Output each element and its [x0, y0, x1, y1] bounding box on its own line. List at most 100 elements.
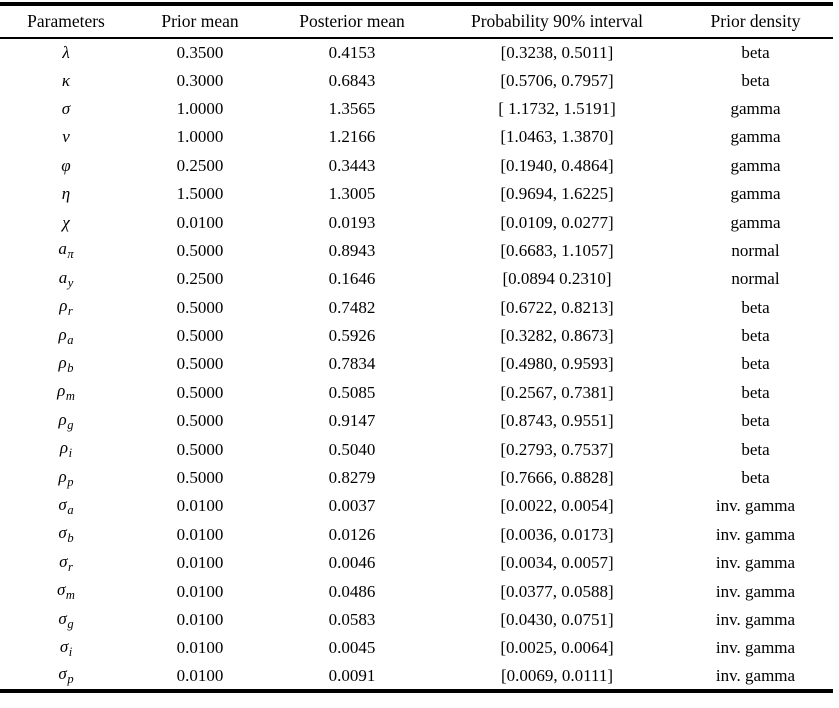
- prior-mean-cell: 0.3500: [176, 42, 224, 62]
- parameter-symbol-cell: σa: [0, 492, 132, 520]
- prior-mean-cell: 0.0100: [176, 524, 224, 544]
- prior-mean-cell: 0.2500: [176, 155, 224, 175]
- prior-density-cell: inv. gamma: [715, 524, 796, 544]
- interval-cell: [0.4980, 0.9593]: [500, 354, 614, 374]
- table-body: λ 0.3500 0.4153 [0.3238, 0.5011] beta κ 0.3000…: [0, 38, 833, 691]
- prior-density-cell: beta: [741, 42, 770, 62]
- parameter-symbol: ρ: [58, 352, 67, 372]
- prior-mean-cell: 1.0000: [176, 98, 224, 118]
- parameter-symbol: ρ: [58, 324, 67, 344]
- prior-density-cell: gamma: [730, 127, 781, 147]
- prior-density-cell: inv. gamma: [715, 496, 796, 516]
- header-row: Parameters Prior mean Posterior mean Pro…: [0, 4, 833, 39]
- parameter-subscript: b: [67, 531, 74, 546]
- table-row: ν 1.0000 1.2166 [1.0463, 1.3870] gamma: [0, 123, 833, 151]
- parameter-symbol-cell: φ: [0, 152, 132, 180]
- prior-mean-cell: 0.5000: [176, 297, 224, 317]
- prior-density-cell: beta: [741, 70, 770, 90]
- parameter-subscript: a: [67, 332, 74, 347]
- parameter-subscript: a: [67, 502, 74, 517]
- parameter-symbol-cell: ρg: [0, 407, 132, 435]
- prior-mean-cell: 0.5000: [176, 240, 224, 260]
- parameter-symbol: ρ: [58, 466, 67, 486]
- interval-cell: [0.3238, 0.5011]: [500, 42, 614, 62]
- interval-cell: [0.0377, 0.0588]: [500, 581, 614, 601]
- parameter-subscript: g: [67, 616, 74, 631]
- table-row: σm 0.0100 0.0486 [0.0377, 0.0588] inv. gamma: [0, 577, 833, 605]
- table-row: σr 0.0100 0.0046 [0.0034, 0.0057] inv. gamma: [0, 549, 833, 577]
- table-row: η 1.5000 1.3005 [0.9694, 1.6225] gamma: [0, 180, 833, 208]
- parameter-symbol-cell: σm: [0, 577, 132, 605]
- prior-mean-cell: 0.0100: [176, 665, 224, 685]
- posterior-mean-cell: 1.2166: [328, 127, 376, 147]
- col-header-posterior-mean: Posterior mean: [268, 4, 436, 39]
- parameter-symbol-cell: ρa: [0, 322, 132, 350]
- parameter-symbol-cell: χ: [0, 208, 132, 236]
- parameter-symbol-cell: λ: [0, 38, 132, 66]
- parameter-symbol: σ: [58, 608, 67, 628]
- posterior-mean-cell: 0.0583: [328, 610, 376, 629]
- prior-mean-cell: 0.0100: [176, 212, 224, 232]
- prior-density-cell: gamma: [730, 184, 781, 204]
- parameter-subscript: y: [67, 275, 74, 290]
- prior-mean-cell: 1.0000: [176, 127, 224, 147]
- parameter-symbol: κ: [61, 70, 71, 90]
- interval-cell: [0.0022, 0.0054]: [500, 496, 614, 516]
- parameter-symbol: χ: [62, 212, 70, 232]
- table-row: aπ 0.5000 0.8943 [0.6683, 1.1057] normal: [0, 237, 833, 265]
- parameter-symbol-cell: σr: [0, 549, 132, 577]
- interval-cell: [0.1940, 0.4864]: [500, 155, 614, 175]
- parameter-symbol-cell: σb: [0, 521, 132, 549]
- prior-mean-cell: 0.5000: [176, 382, 224, 402]
- col-header-prior-density: Prior density: [678, 4, 833, 39]
- parameter-symbol-cell: η: [0, 180, 132, 208]
- prior-mean-cell: 0.3000: [176, 70, 224, 90]
- interval-cell: [0.0430, 0.0751]: [500, 610, 614, 629]
- posterior-mean-cell: 0.0126: [328, 524, 376, 544]
- prior-density-cell: beta: [741, 439, 770, 459]
- parameter-symbol: λ: [62, 42, 70, 62]
- table-row: ρp 0.5000 0.8279 [0.7666, 0.8828] beta: [0, 464, 833, 492]
- interval-cell: [0.9694, 1.6225]: [500, 184, 614, 204]
- interval-cell: [0.2793, 0.7537]: [500, 439, 614, 459]
- table-row: ρa 0.5000 0.5926 [0.3282, 0.8673] beta: [0, 322, 833, 350]
- table-row: ρr 0.5000 0.7482 [0.6722, 0.8213] beta: [0, 294, 833, 322]
- parameter-subscript: m: [65, 588, 75, 603]
- parameter-subscript: m: [65, 389, 75, 404]
- parameter-symbol-cell: ρm: [0, 379, 132, 407]
- parameter-symbol-cell: σi: [0, 634, 132, 662]
- parameter-symbol-cell: σp: [0, 663, 132, 691]
- parameter-symbol-cell: κ: [0, 66, 132, 94]
- parameter-symbol-cell: ρr: [0, 294, 132, 322]
- parameter-symbol-cell: ρb: [0, 350, 132, 378]
- col-header-probability-interval: Probability 90% interval: [436, 4, 678, 39]
- prior-density-cell: beta: [741, 468, 770, 488]
- interval-cell: [0.6683, 1.1057]: [500, 240, 614, 260]
- posterior-mean-cell: 0.0193: [328, 212, 376, 232]
- parameters-table: Parameters Prior mean Posterior mean Pro…: [0, 2, 833, 693]
- posterior-mean-cell: 0.0037: [328, 496, 376, 516]
- col-header-prior-mean: Prior mean: [132, 4, 268, 39]
- parameter-symbol: σ: [59, 551, 68, 571]
- posterior-mean-cell: 0.0045: [328, 638, 376, 658]
- prior-density-cell: inv. gamma: [715, 665, 796, 685]
- parameter-subscript: i: [68, 644, 73, 659]
- posterior-mean-cell: 0.5926: [328, 326, 376, 346]
- table-row: κ 0.3000 0.6843 [0.5706, 0.7957] beta: [0, 66, 833, 94]
- parameter-subscript: r: [67, 304, 73, 319]
- interval-cell: [0.6722, 0.8213]: [500, 297, 614, 317]
- parameter-subscript: π: [67, 247, 74, 262]
- prior-mean-cell: 0.5000: [176, 354, 224, 374]
- interval-cell: [0.3282, 0.8673]: [500, 326, 614, 346]
- prior-mean-cell: 0.0100: [176, 581, 224, 601]
- parameter-subscript: p: [67, 474, 74, 489]
- parameter-symbol: σ: [61, 98, 71, 118]
- parameter-subscript: r: [68, 559, 73, 574]
- prior-mean-cell: 0.5000: [176, 468, 224, 488]
- prior-density-cell: beta: [741, 354, 770, 374]
- interval-cell: [0.0034, 0.0057]: [500, 553, 614, 573]
- prior-mean-cell: 0.0100: [176, 638, 224, 658]
- posterior-mean-cell: 0.0046: [328, 553, 376, 573]
- prior-density-cell: normal: [731, 269, 780, 289]
- interval-cell: [0.0036, 0.0173]: [500, 524, 614, 544]
